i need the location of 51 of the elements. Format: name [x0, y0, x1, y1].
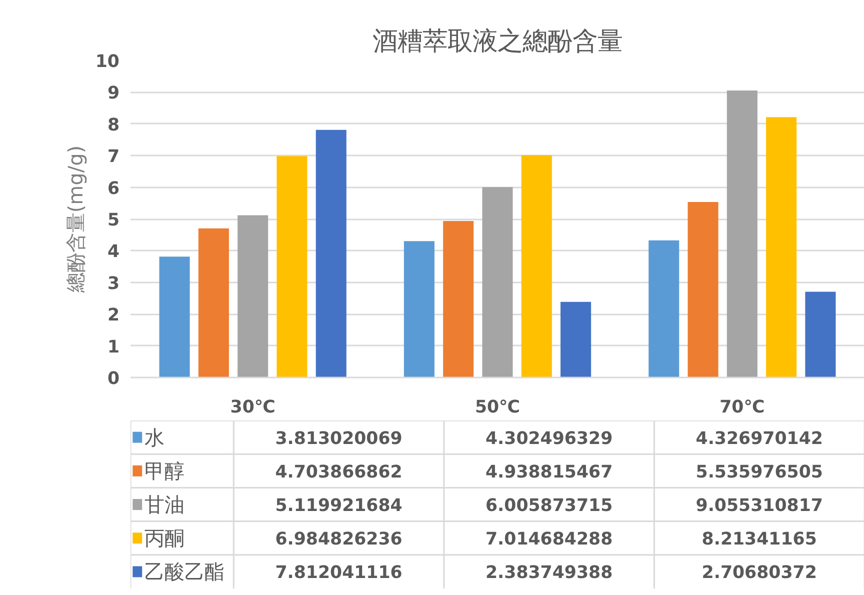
bar: [766, 117, 797, 378]
legend-label: 丙酮: [144, 526, 184, 550]
y-tick-label: 8: [107, 115, 120, 136]
y-tick-label: 4: [107, 242, 120, 262]
data-label: 3.813020069: [275, 428, 402, 449]
y-tick-label: 6: [107, 178, 120, 199]
y-tick-label: 0: [107, 369, 120, 389]
bar: [198, 228, 229, 378]
y-axis-title: 總酚含量(mg/g): [63, 145, 88, 294]
data-label: 7.812041116: [275, 563, 402, 584]
data-label: 8.21341165: [702, 530, 817, 550]
data-label: 2.70680372: [702, 563, 817, 584]
x-tick-label: 70℃: [720, 398, 765, 418]
bar: [648, 240, 680, 378]
bar: [404, 241, 434, 378]
bar: [521, 155, 552, 378]
y-tick-label: 2: [107, 306, 120, 326]
data-label: 4.302496329: [485, 428, 613, 449]
y-tick-label: 7: [107, 147, 120, 168]
data-label: 6.984826236: [275, 530, 402, 550]
y-tick-label: 1: [107, 337, 120, 358]
legend-label: 甲醇: [144, 458, 184, 483]
bar: [805, 292, 836, 378]
x-tick-label: 30℃: [230, 398, 276, 418]
legend-label: 甘油: [144, 492, 184, 516]
bar: [159, 256, 190, 378]
chart-title: 酒糟萃取液之總酚含量: [372, 28, 622, 56]
bar: [726, 90, 758, 378]
y-tick-label: 3: [107, 274, 120, 294]
data-label: 7.014684288: [485, 530, 613, 550]
data-label: 4.703866862: [275, 462, 402, 482]
data-label: 6.005873715: [485, 496, 613, 516]
data-label: 9.055310817: [696, 496, 823, 516]
data-label: 2.383749388: [485, 563, 613, 584]
bar: [316, 130, 346, 378]
legend-label: 水: [144, 425, 164, 450]
bar: [238, 215, 268, 378]
data-label: 5.535976505: [696, 462, 823, 482]
y-tick-label: 9: [107, 84, 120, 104]
bar: [276, 156, 308, 378]
bar: [443, 220, 474, 378]
bar: [560, 302, 592, 378]
y-tick-label: 10: [95, 52, 120, 72]
data-label: 5.119921684: [275, 496, 402, 516]
data-label: 4.938815467: [485, 462, 613, 482]
y-tick-label: 5: [107, 210, 120, 230]
x-tick-label: 50℃: [474, 398, 520, 418]
data-label: 4.326970142: [696, 428, 823, 449]
bar: [688, 202, 718, 378]
bar: [482, 187, 513, 378]
legend-label: 乙酸乙酯: [144, 560, 224, 584]
